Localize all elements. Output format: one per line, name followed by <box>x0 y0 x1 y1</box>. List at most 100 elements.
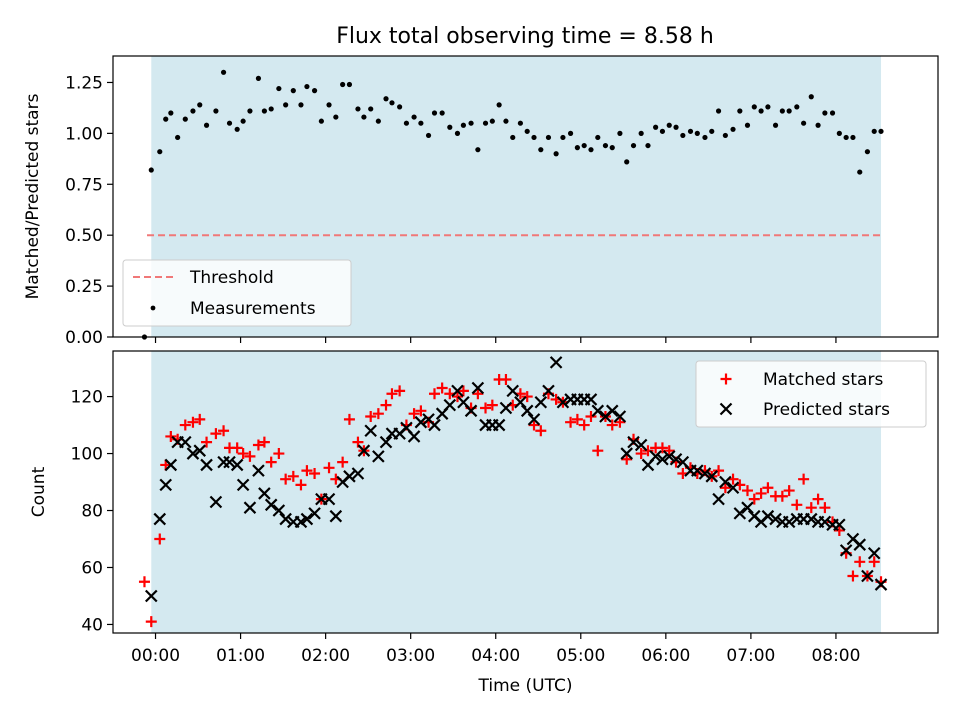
measurement-point <box>431 110 438 116</box>
matched-star-point <box>486 399 498 411</box>
predicted-star-point <box>741 501 754 514</box>
measurement-point <box>702 134 708 141</box>
predicted-star-point <box>620 447 633 460</box>
matched-star-point <box>621 453 633 465</box>
predicted-star-point <box>542 384 555 398</box>
x-axis-label: Time (UTC) <box>478 676 573 696</box>
matched-star-point <box>521 391 533 403</box>
measurement-point <box>659 128 666 134</box>
predicted-star-point <box>556 395 570 409</box>
measurement-point <box>375 118 381 124</box>
measurement-point <box>496 102 502 108</box>
measurement-point <box>411 114 417 120</box>
x-tick-label: 05:00 <box>556 646 605 666</box>
measurement-point <box>226 120 233 126</box>
predicted-star-point <box>329 509 343 523</box>
x-tick-label: 04:00 <box>471 646 520 666</box>
measurement-point <box>878 128 884 134</box>
measurement-point <box>560 134 566 141</box>
matched-star-point <box>187 416 199 428</box>
predicted-star-point <box>351 467 365 480</box>
predicted-star-point <box>279 512 292 526</box>
x-tick-label: 02:00 <box>301 646 350 666</box>
measurement-point <box>397 104 403 110</box>
measurement-point <box>531 134 537 141</box>
measurement-point <box>318 118 324 124</box>
measurement-point <box>403 120 410 126</box>
measurement-point <box>383 96 389 102</box>
measurement-point <box>276 85 282 92</box>
measurement-point <box>503 118 509 124</box>
matched-star-point <box>585 411 597 423</box>
matched-star-point <box>783 485 795 497</box>
matched-star-point <box>713 465 725 477</box>
measurement-point <box>163 116 169 122</box>
matched-star-point <box>805 502 817 514</box>
predicted-star-point <box>236 478 250 492</box>
measurement-point <box>482 120 489 126</box>
x-tick-label: 01:00 <box>216 646 265 666</box>
predicted-star-point <box>252 464 265 477</box>
measurement-point <box>247 108 253 114</box>
top-y-axis-label: Matched/Predicted stars <box>23 93 43 299</box>
measurement-point <box>148 167 154 173</box>
measurement-point <box>694 130 700 136</box>
measurement-point <box>168 110 174 116</box>
matched-star-point <box>663 445 675 457</box>
measurement-point <box>871 128 877 134</box>
predicted-star-point <box>534 395 548 409</box>
matched-star-point <box>394 385 406 397</box>
predicted-star-point <box>230 458 244 472</box>
measurement-point <box>213 108 219 114</box>
predicted-star-point <box>520 404 534 418</box>
top-marks <box>141 69 884 340</box>
measurement-point <box>722 132 728 139</box>
matched-star-point <box>337 456 349 468</box>
top-legend: Threshold Measurements <box>122 259 352 327</box>
predicted-star-point <box>414 415 428 429</box>
predicted-star-point <box>839 544 853 557</box>
measurement-point <box>567 130 574 136</box>
measurement-point <box>857 169 863 175</box>
measurement-point <box>574 145 580 151</box>
top-y-ticks: 0.00 0.25 0.50 0.75 1.00 1.25 <box>65 73 113 348</box>
predicted-star-point <box>300 512 314 526</box>
matched-star-point <box>762 482 774 494</box>
bottom-legend-box <box>695 360 927 428</box>
predicted-star-point <box>782 515 796 529</box>
predicted-star-point <box>656 452 669 466</box>
measurement-point <box>779 108 785 114</box>
measurement-point <box>368 106 374 112</box>
matched-star-point <box>258 436 270 448</box>
measurement-point <box>794 104 800 110</box>
matched-star-point <box>480 402 492 414</box>
predicted-star-point <box>153 512 167 526</box>
measurement-point <box>666 122 672 128</box>
matched-star-point <box>165 430 177 442</box>
predicted-star-point <box>867 546 881 560</box>
matched-star-point <box>528 419 540 431</box>
measurement-point <box>588 147 594 153</box>
measurement-point <box>454 130 461 136</box>
predicted-star-point <box>853 538 867 551</box>
bottom-y-axis-label: Count <box>29 466 49 517</box>
matched-star-point <box>791 499 803 511</box>
predicted-star-point <box>186 447 200 460</box>
measurement-point <box>361 114 367 120</box>
matched-star-point <box>635 448 647 460</box>
measurement-point <box>489 118 495 124</box>
matched-star-point <box>252 439 264 451</box>
measurement-point <box>157 149 163 155</box>
measurement-point <box>517 120 523 126</box>
predicted-star-point <box>464 404 478 418</box>
matched-star-point <box>280 473 292 485</box>
x-tick-label: 06:00 <box>641 646 690 666</box>
y-tick-label: 60 <box>81 558 103 578</box>
chart-title: Flux total observing time = 8.58 h <box>336 24 714 49</box>
predicted-star-point <box>272 504 286 517</box>
measurement-point <box>468 120 474 126</box>
matched-star-point <box>436 382 448 394</box>
measurement-point <box>268 106 274 112</box>
measurement-point <box>836 130 842 136</box>
